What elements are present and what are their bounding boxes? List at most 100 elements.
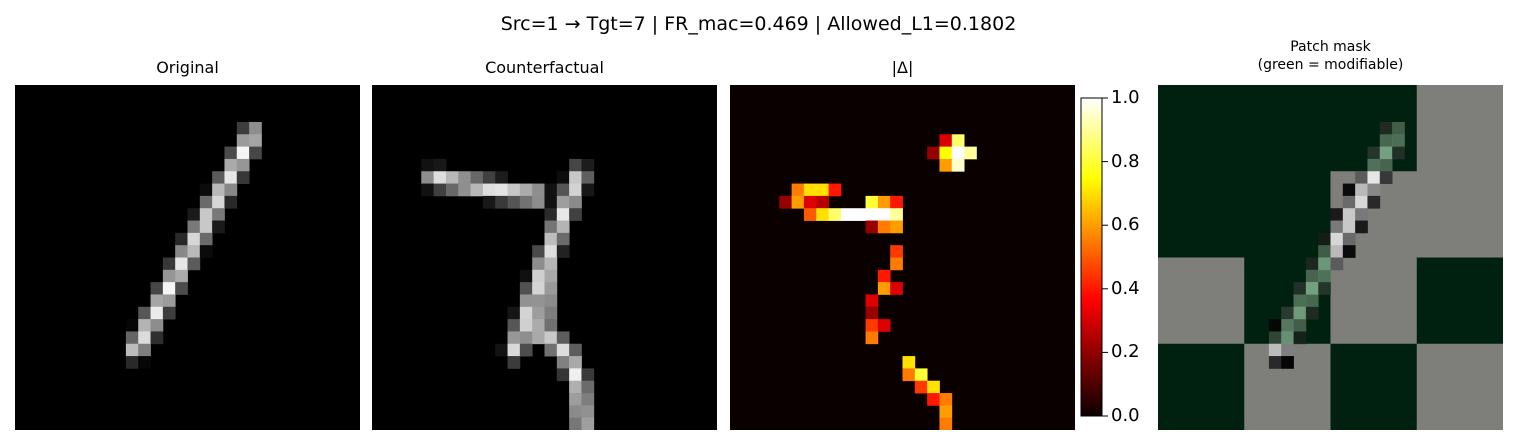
mask-digit-pixel <box>1355 220 1368 234</box>
mask-digit-pixel <box>1281 343 1294 357</box>
original-pixel <box>125 343 139 357</box>
delta-pixel <box>791 183 805 197</box>
counterfactual-pixel <box>569 356 582 369</box>
counterfactual-pixel <box>495 195 508 209</box>
counterfactual-pixel <box>519 282 533 295</box>
counterfactual-pixel <box>544 245 558 258</box>
counterfactual-pixel <box>532 183 545 197</box>
delta-pixel <box>890 195 903 209</box>
counterfactual-pixel <box>556 183 570 197</box>
mask-patch-fixed <box>1158 257 1245 345</box>
mask-patch-fixed <box>1416 171 1503 258</box>
mask-digit-pixel <box>1379 121 1393 135</box>
counterfactual-pixel <box>556 368 570 382</box>
counterfactual-pixel <box>532 282 545 295</box>
delta-pixel <box>803 195 817 209</box>
mask-digit-pixel <box>1305 306 1319 320</box>
counterfactual-pixel <box>556 195 570 209</box>
mask-digit-pixel <box>1330 245 1344 258</box>
counterfactual-pixel <box>507 183 521 197</box>
counterfactual-pixel <box>544 269 558 283</box>
counterfactual-pixel <box>495 171 508 184</box>
colorbar-tick-label: 0.2 <box>1111 341 1140 363</box>
counterfactual-pixel <box>519 306 533 320</box>
mask-digit-pixel <box>1318 269 1331 283</box>
original-pixel <box>150 282 164 295</box>
counterfactual-pixel <box>544 343 558 357</box>
counterfactual-pixel <box>581 368 595 382</box>
mask-digit-pixel <box>1355 208 1368 221</box>
mask-patch-fixed <box>1330 257 1418 345</box>
counterfactual-pixel <box>569 380 582 394</box>
original-pixel <box>249 146 262 160</box>
mask-patch-modifiable <box>1244 85 1331 172</box>
original-pixel <box>236 146 250 160</box>
original-pixel <box>236 121 250 135</box>
counterfactual-pixel <box>507 195 521 209</box>
mask-digit-pixel <box>1293 331 1307 345</box>
delta-pixel <box>939 158 953 172</box>
original-pixel <box>199 232 213 246</box>
counterfactual-pixel <box>569 171 582 184</box>
original-pixel <box>249 134 262 148</box>
original-pixel <box>162 269 176 283</box>
delta-pixel <box>927 393 940 406</box>
original-pixel <box>187 208 201 221</box>
original-pixel <box>150 306 164 320</box>
mask-digit-pixel <box>1318 232 1331 246</box>
delta-pixel <box>951 146 965 160</box>
delta-pixel <box>964 146 977 160</box>
counterfactual-pixel <box>519 343 533 357</box>
original-pixel <box>150 319 164 332</box>
original-pixel <box>138 343 151 357</box>
counterfactual-pixel <box>556 171 570 184</box>
counterfactual-pixel <box>445 171 459 184</box>
delta-pixel <box>816 183 829 197</box>
original-pixel <box>138 356 151 369</box>
counterfactual-pixel <box>507 319 521 332</box>
counterfactual-pixel <box>569 343 582 357</box>
mask-patch-modifiable <box>1330 343 1418 430</box>
original-pixel <box>175 232 188 246</box>
colorbar-tick-label: 0.0 <box>1111 405 1140 426</box>
mask-digit-pixel <box>1342 195 1356 209</box>
original-pixel <box>212 220 225 234</box>
delta-pixel <box>951 158 965 172</box>
panel-title-mask-line2: (green = modifiable) <box>1257 57 1404 73</box>
original-pixel <box>199 220 213 234</box>
delta-pixel <box>951 134 965 148</box>
counterfactual-pixel <box>556 232 570 246</box>
counterfactual-image <box>372 85 717 430</box>
counterfactual-pixel <box>507 306 521 320</box>
counterfactual-pixel <box>445 183 459 197</box>
mask-digit-pixel <box>1355 195 1368 209</box>
original-pixel <box>236 171 250 184</box>
counterfactual-pixel <box>519 269 533 283</box>
original-pixel <box>162 257 176 271</box>
mask-digit-pixel <box>1367 195 1381 209</box>
delta-pixel <box>828 183 842 197</box>
original-pixel <box>162 306 176 320</box>
delta-pixel <box>779 195 793 209</box>
counterfactual-pixel <box>569 158 582 172</box>
mask-digit-pixel <box>1268 319 1282 332</box>
counterfactual-pixel <box>495 183 508 197</box>
delta-pixel <box>877 269 891 283</box>
delta-pixel <box>865 306 879 320</box>
counterfactual-pixel <box>519 294 533 308</box>
counterfactual-pixel <box>433 183 447 197</box>
figure-title: Src=1 → Tgt=7 | FR_mac=0.469 | Allowed_L… <box>500 13 1017 35</box>
original-pixel <box>224 146 238 160</box>
counterfactual-pixel <box>569 393 582 406</box>
original-pixel <box>125 319 139 332</box>
mask-digit-pixel <box>1281 356 1294 369</box>
mask-patch-modifiable <box>1158 171 1245 258</box>
original-pixel <box>125 356 139 369</box>
delta-pixel <box>877 195 891 209</box>
delta-pixel <box>865 319 879 332</box>
colorbar-gradient <box>1080 97 1103 417</box>
counterfactual-pixel <box>519 195 533 209</box>
mask-digit-pixel <box>1305 269 1319 283</box>
mask-digit-pixel <box>1392 146 1405 160</box>
mask-patch-modifiable <box>1158 343 1245 430</box>
